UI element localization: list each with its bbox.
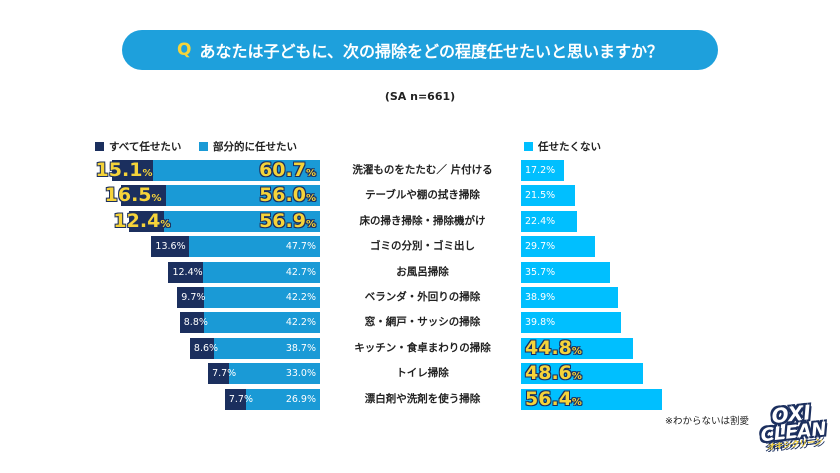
label-all: 8.6%	[193, 342, 219, 354]
legend-label: すべて任せたい	[109, 141, 182, 153]
label-partial: 47.7%	[285, 241, 316, 253]
legend-swatch	[524, 142, 533, 151]
label-all: 7.7%	[212, 368, 237, 380]
bar-not	[521, 337, 633, 359]
category-label: お風呂掃除	[396, 265, 449, 278]
label-partial: 38.7%	[285, 342, 316, 354]
bar-partial	[203, 312, 320, 334]
bar-partial	[188, 236, 320, 258]
legend-swatch	[95, 142, 104, 151]
label-not: 29.7%	[525, 241, 556, 253]
bar-partial	[166, 185, 320, 207]
bar-partial	[203, 287, 320, 308]
label-all: 7.7%	[228, 393, 253, 405]
bar-all	[177, 287, 204, 308]
category-label: キッチン・食卓まわりの掃除	[354, 341, 491, 354]
label-partial: 56.9%	[259, 209, 317, 232]
bar-not	[521, 312, 621, 334]
label-partial: 42.7%	[285, 266, 316, 278]
label-all: 12.4%	[113, 209, 171, 232]
label-all: 13.6%	[155, 241, 186, 253]
label-not: 44.8%	[525, 336, 583, 359]
bar-all	[168, 261, 203, 283]
label-not: 48.6%	[525, 362, 583, 385]
category-label: 窓・網戸・サッシの掃除	[364, 316, 481, 329]
category-label: 床の掃き掃除・掃除機がけ	[359, 214, 486, 227]
bar-all	[151, 236, 189, 258]
label-not: 17.2%	[525, 165, 556, 176]
category-label: テーブルや棚の拭き掃除	[365, 189, 480, 202]
legend-all: すべて任せたい	[95, 139, 181, 154]
bar-all	[208, 363, 230, 385]
label-not: 38.9%	[525, 292, 556, 303]
sample-size: (SA n=661)	[384, 90, 456, 103]
legend-swatch	[199, 142, 208, 151]
bar-all	[129, 210, 164, 232]
footnote: ※わからないは割愛	[665, 416, 749, 427]
question-text: あなたは子どもに、次の掃除をどの程度任せたいと思いますか？	[199, 42, 663, 61]
bar-partial	[229, 363, 320, 385]
bar-partial	[202, 261, 320, 283]
label-all: 15.1%	[95, 159, 153, 181]
oxiclean-logo: OXI CLEAN オキシクリーン	[759, 400, 828, 452]
q-mark: Q	[177, 40, 192, 60]
label-all: 12.4%	[172, 266, 203, 278]
legend-label: 部分的に任せたい	[213, 141, 297, 153]
label-partial: 42.2%	[285, 292, 316, 303]
label-all: 8.8%	[183, 317, 208, 329]
category-label: ゴミの分別・ゴミ出し	[370, 240, 475, 253]
legend-label: 任せたくない	[538, 141, 601, 153]
bar-not	[521, 160, 564, 181]
bar-all	[111, 160, 154, 181]
label-partial: 26.9%	[285, 393, 316, 405]
category-label: 漂白剤や洗剤を使う掃除	[364, 392, 481, 405]
bar-partial	[163, 210, 320, 232]
legend-not: 任せたくない	[524, 139, 601, 154]
bar-not	[521, 363, 643, 385]
question-title: Q あなたは子どもに、次の掃除をどの程度任せたいと思いますか？	[122, 30, 718, 70]
label-not: 56.4%	[525, 387, 583, 410]
bar-not	[521, 236, 596, 258]
category-label: 洗濯ものをたたむ／ 片付ける	[352, 164, 493, 176]
label-all: 9.7%	[181, 292, 206, 303]
bar-partial	[213, 337, 320, 359]
bar-not	[521, 388, 662, 410]
label-partial: 60.7%	[259, 159, 317, 181]
label-partial: 56.0%	[259, 184, 317, 207]
label-not: 22.4%	[525, 215, 556, 227]
label-not: 39.8%	[525, 317, 556, 329]
bar-all	[189, 337, 214, 359]
label-not: 35.7%	[525, 266, 556, 278]
category-label: ベランダ・外回りの掃除	[364, 291, 481, 303]
bar-partial	[153, 160, 320, 181]
bar-all	[224, 388, 247, 410]
legend-partial: 部分的に任せたい	[199, 139, 297, 154]
bar-not	[521, 185, 575, 207]
bar-not	[521, 261, 611, 283]
label-partial: 33.0%	[285, 368, 316, 380]
label-all: 16.5%	[104, 184, 162, 207]
label-partial: 42.2%	[285, 317, 316, 329]
bar-not	[521, 210, 577, 232]
bar-not	[521, 287, 619, 308]
category-label: トイレ掃除	[396, 367, 449, 380]
label-not: 21.5%	[525, 190, 556, 202]
bar-all	[120, 185, 166, 207]
bar-all	[179, 312, 204, 334]
bar-partial	[246, 388, 320, 410]
